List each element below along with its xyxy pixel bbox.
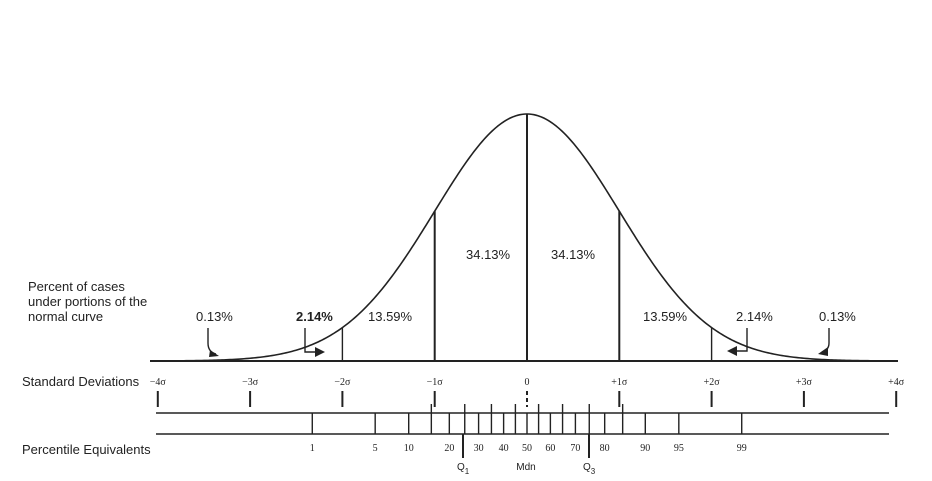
percentile-tick-label: 90 bbox=[640, 443, 650, 454]
std-dev-label: Standard Deviations bbox=[22, 374, 139, 389]
arrow-tail-right bbox=[818, 328, 829, 356]
percentile-tick-label: 95 bbox=[674, 443, 684, 454]
region-tail-right: 0.13% bbox=[819, 309, 856, 324]
percentile-scale: 1 5 10 20 30 40 50 60 70 80 90 95 99 bbox=[310, 404, 747, 454]
percentile-label: Percentile Equivalents bbox=[22, 442, 151, 457]
percentile-tick-label: 40 bbox=[499, 443, 509, 454]
sigma-tick-label: −2σ bbox=[334, 377, 351, 388]
q1-label: Q1 bbox=[457, 462, 470, 476]
region-band2-right: 2.14% bbox=[736, 309, 773, 324]
q3-label: Q3 bbox=[583, 462, 596, 476]
sigma-tick-label: +3σ bbox=[796, 377, 813, 388]
sigma-tick-label: −1σ bbox=[427, 377, 444, 388]
sigma-tick-label: −3σ bbox=[242, 377, 259, 388]
region-center-left: 34.13% bbox=[466, 247, 510, 262]
percentile-tick-label: 50 bbox=[522, 443, 532, 454]
percentile-tick-label: 99 bbox=[737, 443, 747, 454]
region-center-right: 34.13% bbox=[551, 247, 595, 262]
bell-curve bbox=[150, 114, 898, 361]
sigma-tick-label: 0 bbox=[525, 377, 530, 388]
arrow-tail-left bbox=[208, 328, 219, 357]
cases-label-line3: normal curve bbox=[28, 309, 103, 324]
sigma-tick-label: +2σ bbox=[704, 377, 721, 388]
median-label: Mdn bbox=[516, 462, 535, 473]
cases-label-line2: under portions of the bbox=[28, 294, 147, 309]
percentile-tick-label: 60 bbox=[545, 443, 555, 454]
sigma-scale: −4σ −3σ −2σ −1σ 0 +1σ +2σ +3σ +4σ bbox=[150, 377, 905, 407]
percentile-tick-label: 30 bbox=[474, 443, 484, 454]
percentile-tick-label: 70 bbox=[570, 443, 580, 454]
percentile-tick-label: 5 bbox=[373, 443, 378, 454]
percentile-tick-label: 1 bbox=[310, 443, 315, 454]
region-band1-left: 13.59% bbox=[368, 309, 412, 324]
region-band1-right: 13.59% bbox=[643, 309, 687, 324]
sigma-tick-label: −4σ bbox=[150, 377, 167, 388]
region-band2-left: 2.14% bbox=[296, 309, 333, 324]
sigma-tick-label: +1σ bbox=[611, 377, 628, 388]
percentile-tick-label: 80 bbox=[600, 443, 610, 454]
cases-label-line1: Percent of cases bbox=[28, 279, 125, 294]
region-tail-left: 0.13% bbox=[196, 309, 233, 324]
percentile-tick-label: 10 bbox=[404, 443, 414, 454]
percentile-tick-label: 20 bbox=[444, 443, 454, 454]
sigma-tick-label: +4σ bbox=[888, 377, 905, 388]
